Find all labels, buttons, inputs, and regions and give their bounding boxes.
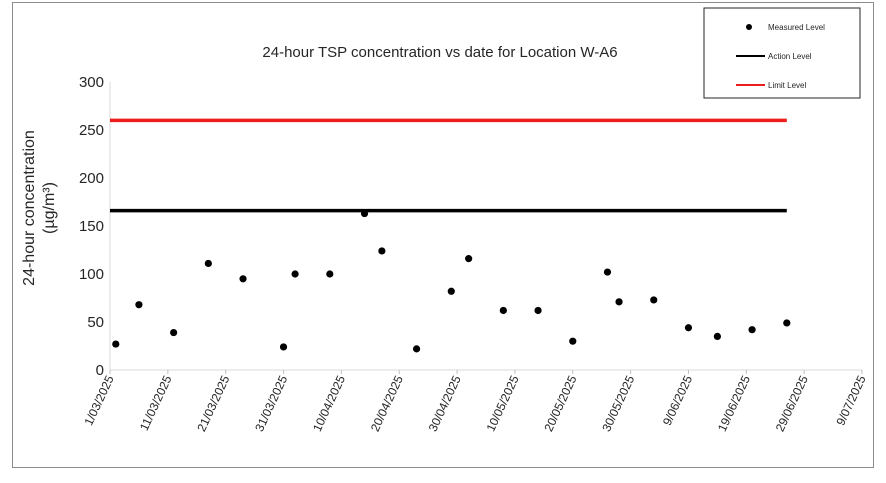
data-point	[650, 296, 658, 304]
x-tick-label: 31/03/2025	[252, 373, 290, 434]
x-tick-label: 1/03/2025	[81, 373, 116, 428]
y-axis-label: 24-hour concentration (µg/m³)	[21, 130, 58, 286]
data-point	[713, 332, 721, 340]
x-tick-label: 20/05/2025	[541, 373, 579, 434]
data-point	[684, 324, 693, 332]
data-point	[534, 306, 542, 315]
data-point	[112, 340, 120, 348]
y-tick-label: 100	[79, 266, 104, 283]
x-tick-label: 11/03/2025	[137, 373, 175, 433]
y-tick-label: 0	[96, 362, 104, 379]
legend-box	[703, 7, 861, 99]
x-tick-label: 9/07/2025	[833, 373, 868, 428]
data-point	[326, 270, 334, 278]
data-point	[783, 319, 791, 327]
y-tick-label: 250	[79, 122, 104, 139]
chart-title: 24-hour TSP concentration vs date for Lo…	[262, 44, 617, 61]
data-point	[204, 259, 212, 268]
x-tick-label: 30/04/2025	[426, 373, 464, 434]
data-point	[170, 328, 178, 337]
x-tick-label: 10/05/2025	[484, 373, 522, 434]
x-ticks: 1/03/2025 11/03/2025 21/03/2025 31/03/2025 1…	[81, 370, 869, 434]
x-tick-label: 21/03/2025	[194, 373, 232, 434]
data-point	[615, 298, 623, 306]
y-axis-label-line1: 24-hour concentration	[21, 130, 38, 286]
data-point	[378, 247, 386, 255]
x-tick-label: 10/04/2025	[310, 373, 348, 434]
data-point	[279, 343, 288, 351]
data-point	[239, 275, 247, 283]
data-point	[499, 306, 507, 315]
y-axis-label-line2: (µg/m³)	[41, 182, 58, 234]
y-tick-label: 200	[79, 170, 104, 187]
data-point	[603, 268, 612, 276]
legend: Measured Level Action Level Limit Level	[703, 7, 861, 99]
y-ticks: 0 50 100 150 200 250 300	[79, 74, 104, 379]
measured-points	[112, 209, 791, 353]
legend-marker-measured	[746, 24, 752, 30]
legend-label-measured: Measured Level	[768, 23, 825, 32]
data-point	[412, 345, 421, 353]
data-point	[748, 326, 756, 334]
x-tick-label: 29/06/2025	[773, 373, 811, 434]
data-point	[447, 287, 455, 295]
x-tick-label: 19/06/2025	[715, 373, 753, 434]
data-point	[291, 270, 299, 278]
data-point	[360, 209, 369, 218]
x-tick-label: 20/04/2025	[368, 373, 406, 434]
y-tick-label: 300	[79, 74, 104, 91]
legend-label-limit: Limit Level	[768, 81, 806, 90]
data-point	[569, 337, 577, 345]
reference-lines	[110, 118, 787, 213]
x-tick-label: 9/06/2025	[660, 373, 695, 428]
data-point	[465, 255, 473, 263]
y-tick-label: 150	[79, 218, 104, 235]
y-tick-label: 50	[87, 314, 104, 331]
data-point	[135, 301, 143, 309]
x-tick-label: 30/05/2025	[599, 373, 637, 434]
legend-label-action: Action Level	[768, 52, 812, 61]
